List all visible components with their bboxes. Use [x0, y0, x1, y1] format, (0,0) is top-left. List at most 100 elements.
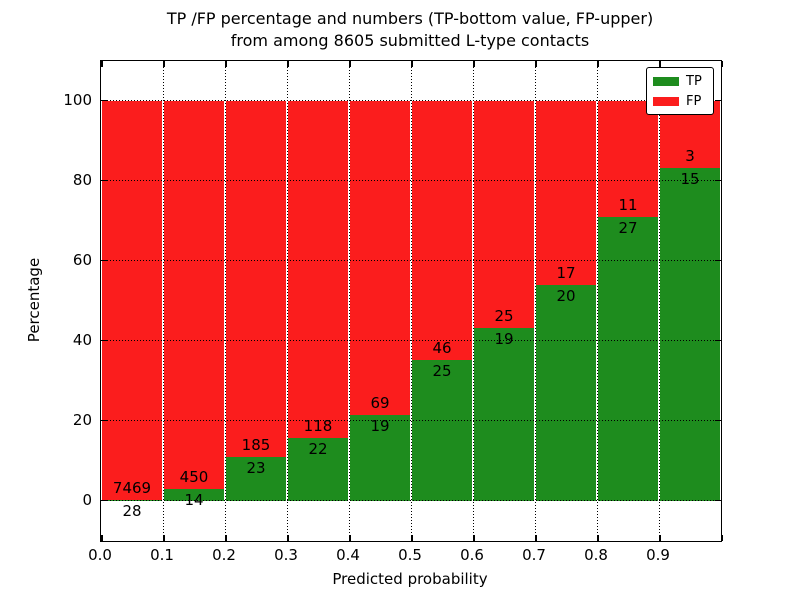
fp-count-label: 46: [432, 339, 452, 358]
gridline-x-0.9: [659, 61, 660, 541]
y-tick-mark: [715, 499, 721, 501]
x-tick-label: 0.9: [646, 546, 670, 564]
x-tick-mark: [225, 61, 227, 67]
y-tick-mark: [715, 419, 721, 421]
x-axis-label: Predicted probability: [332, 570, 488, 588]
x-tick-mark: [287, 535, 289, 541]
x-tick-mark: [411, 535, 413, 541]
bar-tp-segment: [660, 167, 720, 501]
legend-label-tp: TP: [686, 74, 702, 89]
bar-tp-segment: [288, 438, 348, 501]
y-tick-mark: [101, 499, 107, 501]
gridline-x-0.2: [225, 61, 226, 541]
bar-fp-segment: [226, 101, 286, 457]
y-tick-label: 100: [63, 91, 92, 109]
x-tick-mark: [721, 61, 723, 67]
tp-count-label: 20: [556, 286, 576, 305]
y-tick-mark: [715, 179, 721, 181]
x-tick-label: 0.7: [522, 546, 546, 564]
bar-fp-segment: [474, 101, 534, 329]
tp-count-label: 25: [432, 362, 452, 381]
gridline-x-0.5: [411, 61, 412, 541]
x-tick-label: 0.2: [212, 546, 236, 564]
x-tick-mark: [349, 61, 351, 67]
legend-item-tp: TP: [653, 73, 707, 90]
gridline-x-0.4: [349, 61, 350, 541]
fp-count-label: 7469: [112, 478, 152, 497]
y-tick-mark: [101, 419, 107, 421]
tp-count-label: 14: [184, 490, 204, 509]
bar-fp-segment: [288, 101, 348, 439]
fp-count-label: 11: [618, 195, 638, 214]
gridline-y-40: [101, 340, 721, 341]
gridline-x-0.8: [597, 61, 598, 541]
y-tick-mark: [715, 259, 721, 261]
x-tick-mark: [163, 61, 165, 67]
tp-count-label: 19: [370, 416, 390, 435]
chart-title-line2: from among 8605 submitted L-type contact…: [230, 31, 590, 50]
x-tick-mark: [287, 61, 289, 67]
y-tick-mark: [715, 339, 721, 341]
bar-tp-segment: [412, 360, 472, 501]
x-tick-mark: [535, 61, 537, 67]
y-tick-mark: [101, 339, 107, 341]
fp-color-swatch: [653, 97, 679, 106]
fp-count-label: 118: [303, 417, 333, 436]
gridline-y-60: [101, 260, 721, 261]
legend-item-fp: FP: [653, 93, 707, 110]
x-tick-mark: [597, 535, 599, 541]
x-tick-mark: [473, 535, 475, 541]
x-tick-mark: [411, 61, 413, 67]
x-tick-mark: [163, 535, 165, 541]
fp-count-label: 25: [494, 307, 514, 326]
legend: TP FP: [646, 67, 714, 115]
y-tick-mark: [101, 259, 107, 261]
x-tick-mark: [659, 61, 661, 67]
gridline-y-0: [101, 500, 721, 501]
tp-count-label: 23: [246, 458, 266, 477]
y-tick-label: 40: [72, 331, 92, 349]
y-tick-label: 0: [82, 491, 92, 509]
x-tick-mark: [473, 61, 475, 67]
y-tick-label: 80: [72, 171, 92, 189]
x-tick-label: 0.0: [88, 546, 112, 564]
gridline-x-0.3: [287, 61, 288, 541]
x-tick-label: 0.6: [460, 546, 484, 564]
bar-tp-segment: [474, 328, 534, 501]
x-tick-label: 0.3: [274, 546, 298, 564]
gridline-y-80: [101, 180, 721, 181]
bar-tp-segment: [536, 284, 596, 501]
x-tick-mark: [101, 61, 103, 67]
fp-count-label: 17: [556, 263, 576, 282]
gridline-y-20: [101, 420, 721, 421]
x-tick-mark: [721, 535, 723, 541]
chart-title: TP /FP percentage and numbers (TP-bottom…: [100, 8, 720, 52]
x-tick-mark: [597, 61, 599, 67]
bar-fp-segment: [102, 101, 162, 500]
gridline-y-100: [101, 100, 721, 101]
x-tick-mark: [535, 535, 537, 541]
bar-fp-segment: [164, 101, 224, 489]
bar-fp-segment: [350, 101, 410, 415]
x-tick-mark: [225, 535, 227, 541]
bar-fp-segment: [536, 101, 596, 285]
y-tick-label: 20: [72, 411, 92, 429]
y-tick-mark: [101, 179, 107, 181]
tp-count-label: 27: [618, 218, 638, 237]
bar-tp-segment: [350, 414, 410, 501]
bar-tp-segment: [164, 488, 224, 501]
fp-count-label: 3: [685, 146, 695, 165]
tp-count-label: 22: [308, 440, 328, 459]
x-tick-mark: [349, 535, 351, 541]
fp-count-label: 185: [241, 435, 271, 454]
gridline-x-0.7: [535, 61, 536, 541]
fp-count-label: 450: [179, 467, 209, 486]
plot-area: 7469 28 450 14 185 23 118 22 69 19 46 25 25 19 17 20 11 2…: [100, 60, 723, 542]
tp-count-label: 15: [680, 169, 700, 188]
y-tick-label: 60: [72, 251, 92, 269]
bar-fp-segment: [412, 101, 472, 361]
y-tick-mark: [715, 99, 721, 101]
x-tick-label: 0.8: [584, 546, 608, 564]
x-tick-label: 0.4: [336, 546, 360, 564]
